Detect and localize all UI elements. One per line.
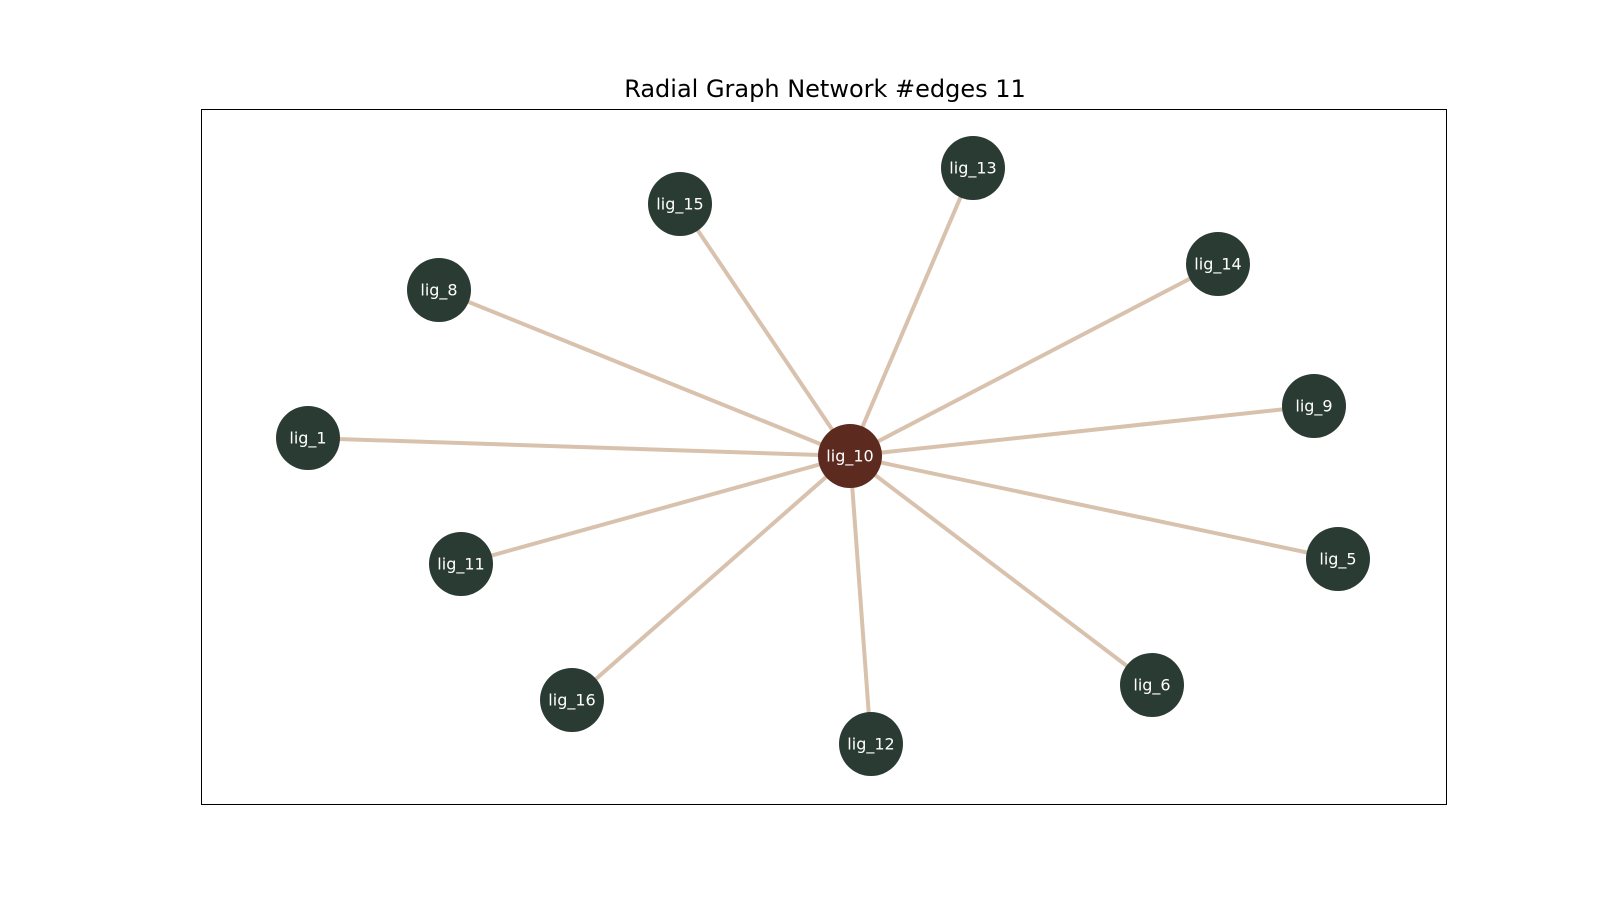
node-lig_14: lig_14 (1186, 232, 1250, 296)
node-lig_1: lig_1 (276, 406, 340, 470)
node-label-lig_11: lig_11 (437, 555, 484, 575)
node-circle-lig_8 (407, 258, 471, 322)
node-circle-lig_14 (1186, 232, 1250, 296)
node-label-lig_9: lig_9 (1295, 397, 1332, 417)
edge-lig_10-lig_11 (460, 454, 851, 566)
node-lig_11: lig_11 (429, 532, 493, 596)
node-circle-lig_9 (1282, 374, 1346, 438)
node-label-lig_6: lig_6 (1133, 676, 1170, 696)
node-layer: lig_10 lig_13 lig_15 lig_14 lig_8 lig_9 lig_1l… (276, 136, 1370, 776)
node-circle-lig_12 (839, 712, 903, 776)
edge-lig_10-lig_9 (849, 404, 1315, 458)
edge-lig_10-lig_14 (849, 262, 1219, 458)
node-label-lig_10: lig_10 (826, 447, 873, 467)
edge-lig_10-lig_12 (848, 455, 873, 745)
edge-lig_10-lig_8 (438, 288, 851, 458)
node-circle-lig_5 (1306, 527, 1370, 591)
node-label-lig_1: lig_1 (289, 429, 326, 449)
figure-title: Radial Graph Network #edges 11 (624, 75, 1026, 103)
node-label-lig_15: lig_15 (656, 195, 703, 215)
node-circle-lig_16 (540, 668, 604, 732)
node-lig_10: lig_10 (818, 424, 882, 488)
edge-lig_10-lig_16 (570, 454, 852, 702)
node-label-lig_12: lig_12 (847, 735, 894, 755)
node-circle-lig_15 (648, 172, 712, 236)
node-lig_16: lig_16 (540, 668, 604, 732)
node-lig_9: lig_9 (1282, 374, 1346, 438)
node-label-lig_14: lig_14 (1194, 255, 1241, 275)
node-circle-lig_10 (818, 424, 882, 488)
node-label-lig_8: lig_8 (420, 281, 457, 301)
node-circle-lig_1 (276, 406, 340, 470)
edge-lig_10-lig_1 (307, 436, 851, 458)
node-label-lig_5: lig_5 (1319, 550, 1356, 570)
edge-layer (307, 167, 1339, 745)
node-lig_12: lig_12 (839, 712, 903, 776)
node-lig_15: lig_15 (648, 172, 712, 236)
edge-lig_10-lig_6 (848, 454, 1154, 687)
node-label-lig_16: lig_16 (548, 691, 595, 711)
node-lig_6: lig_6 (1120, 653, 1184, 717)
edge-lig_10-lig_13 (848, 167, 975, 457)
edge-lig_10-lig_5 (849, 454, 1339, 561)
plot-frame (201, 109, 1447, 805)
node-lig_8: lig_8 (407, 258, 471, 322)
edge-lig_10-lig_15 (678, 202, 852, 458)
node-circle-lig_6 (1120, 653, 1184, 717)
node-label-lig_13: lig_13 (949, 159, 996, 179)
node-circle-lig_11 (429, 532, 493, 596)
node-lig_5: lig_5 (1306, 527, 1370, 591)
node-circle-lig_13 (941, 136, 1005, 200)
node-lig_13: lig_13 (941, 136, 1005, 200)
